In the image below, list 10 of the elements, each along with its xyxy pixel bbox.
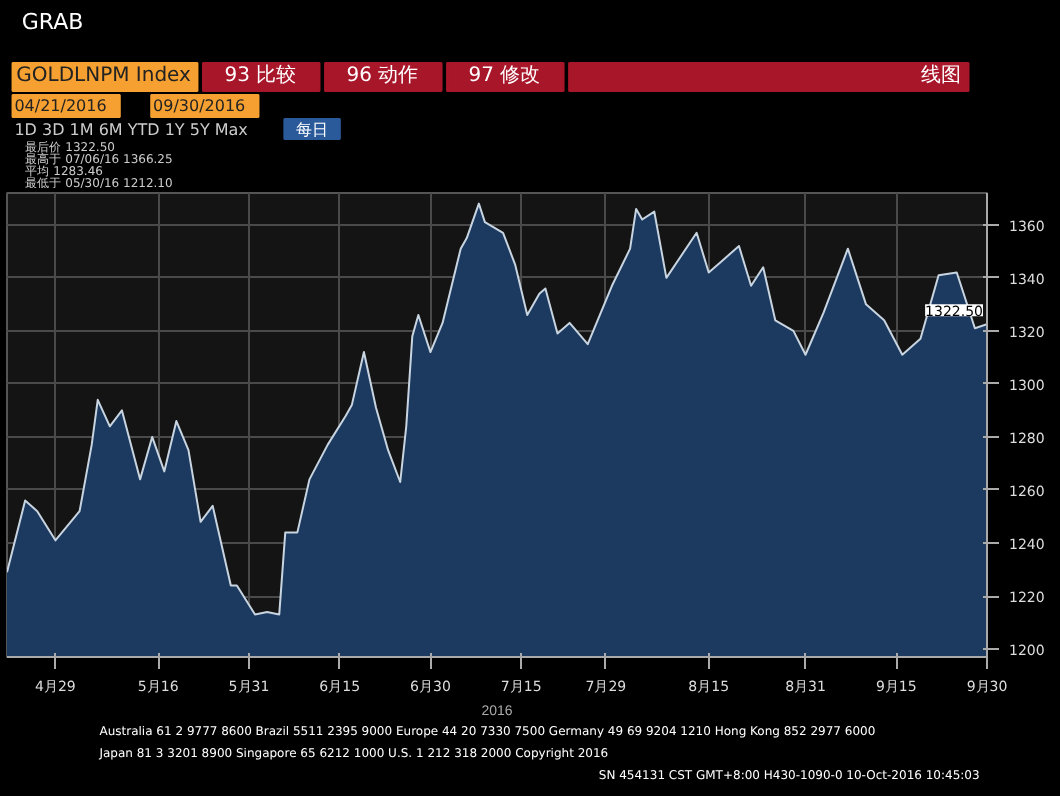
text: 04/21/2016: [14, 97, 107, 115]
text: 09/30/2016: [153, 97, 246, 115]
text: 每日: [296, 121, 329, 139]
text: 96 动作: [346, 65, 419, 87]
text: 1D 3D 1M 6M YTD 1Y 5Y Max: [14, 121, 249, 139]
text: 线图: [921, 63, 962, 87]
text: 93 比较: [224, 63, 297, 87]
text: GRAB: [21, 9, 84, 35]
text: 97 修改: [468, 65, 541, 87]
chart-title: GOLDLNPM Index: [16, 65, 192, 87]
